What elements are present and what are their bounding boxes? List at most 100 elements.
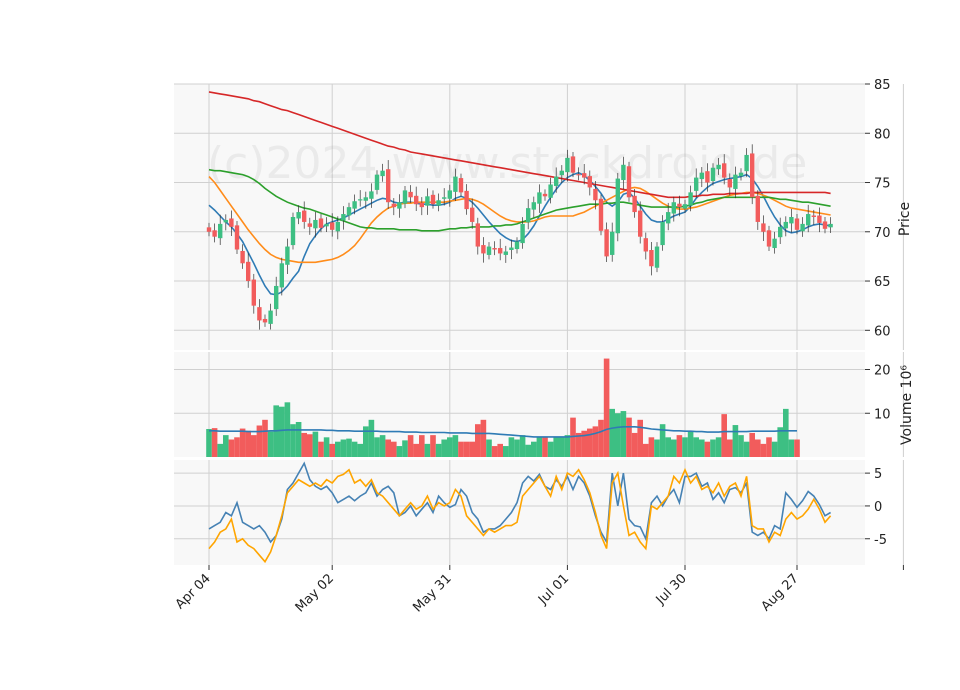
candle — [811, 209, 816, 225]
candle-body — [671, 202, 676, 214]
candle-body — [828, 223, 833, 228]
candle-body — [419, 202, 424, 208]
candle — [302, 201, 307, 229]
candle-body — [582, 173, 587, 178]
volume-bar — [452, 435, 459, 457]
candle — [352, 194, 357, 215]
candle-body — [414, 195, 419, 205]
candle-body — [279, 263, 284, 288]
candle — [604, 222, 609, 263]
volume-bar — [223, 435, 229, 457]
volume-bar — [755, 439, 761, 457]
candle-body — [576, 174, 581, 176]
candle-body — [302, 210, 307, 222]
candle-body — [710, 167, 716, 182]
candle — [761, 215, 766, 241]
candle-body — [503, 251, 508, 255]
candle — [822, 217, 828, 234]
candle — [778, 217, 783, 244]
candle-body — [766, 230, 772, 247]
volume-bar — [379, 435, 386, 457]
candle-body — [285, 246, 290, 265]
candle-body — [677, 203, 682, 208]
candle — [582, 163, 587, 185]
candle-body — [806, 214, 811, 226]
candle — [397, 194, 402, 218]
candle-body — [514, 241, 520, 250]
candle — [486, 242, 492, 260]
volume-bar — [575, 432, 582, 457]
candle — [386, 160, 391, 210]
volume-bar — [704, 441, 711, 457]
candle-body — [268, 310, 273, 324]
volume-bar — [598, 419, 604, 457]
volume-bar — [469, 441, 475, 457]
candle — [268, 303, 273, 330]
candle-body — [458, 178, 464, 193]
volume-bar — [721, 414, 727, 457]
volume-bar — [407, 435, 414, 457]
ma-green-line — [208, 168, 831, 232]
volume-bar — [525, 444, 531, 457]
candle — [442, 188, 447, 206]
candle — [649, 242, 654, 276]
candle-body — [335, 221, 340, 232]
volume-bar — [609, 408, 615, 457]
candle — [498, 238, 503, 261]
candle — [705, 163, 710, 192]
volume-bar — [654, 439, 660, 457]
candle — [509, 239, 514, 260]
volume-bar — [519, 435, 526, 457]
candle — [464, 184, 469, 215]
x-tick-label: Apr 04 — [173, 571, 214, 612]
candle — [626, 161, 632, 202]
candle-body — [442, 197, 447, 199]
candle — [330, 213, 335, 237]
candle — [470, 198, 475, 229]
candle-body — [626, 166, 632, 198]
candle — [206, 222, 212, 237]
volume-bar — [710, 439, 716, 457]
volume-bar — [547, 441, 554, 457]
candle-body — [632, 195, 637, 213]
candle-body — [274, 285, 279, 310]
volume-bar — [329, 443, 335, 457]
candle-body — [436, 200, 441, 206]
candle-body — [246, 261, 251, 282]
candle-body — [694, 177, 699, 191]
candle-body — [733, 174, 738, 189]
volume-bar — [430, 435, 436, 457]
candle — [587, 170, 592, 196]
volume-bar — [245, 430, 251, 457]
volume-bar — [234, 437, 240, 457]
candle-body — [666, 212, 671, 224]
volume-bar — [295, 422, 302, 457]
candle — [218, 214, 223, 245]
oscillator-line-1 — [208, 461, 832, 545]
volume-bar — [239, 428, 246, 457]
candle-body — [727, 179, 732, 188]
volume-bar — [447, 437, 453, 457]
candle-body — [526, 208, 531, 223]
candle — [240, 244, 245, 269]
candle — [772, 231, 777, 254]
candle — [666, 202, 671, 231]
candle-body — [470, 207, 475, 222]
candle — [425, 188, 430, 215]
candle — [262, 314, 268, 327]
candle-body — [229, 218, 234, 227]
volume-ma-line — [209, 426, 797, 438]
candle — [279, 257, 284, 296]
volume-bar — [643, 443, 649, 457]
candle — [750, 144, 755, 205]
volume-bar — [357, 443, 363, 457]
candle-body — [537, 192, 542, 204]
volume-bar — [687, 430, 694, 457]
candle — [716, 157, 721, 175]
candle-body — [313, 219, 318, 229]
volume-bar — [267, 431, 274, 457]
candle-body — [408, 191, 413, 198]
volume-bar — [732, 425, 739, 457]
candle — [755, 190, 760, 230]
volume-bars — [206, 358, 800, 457]
